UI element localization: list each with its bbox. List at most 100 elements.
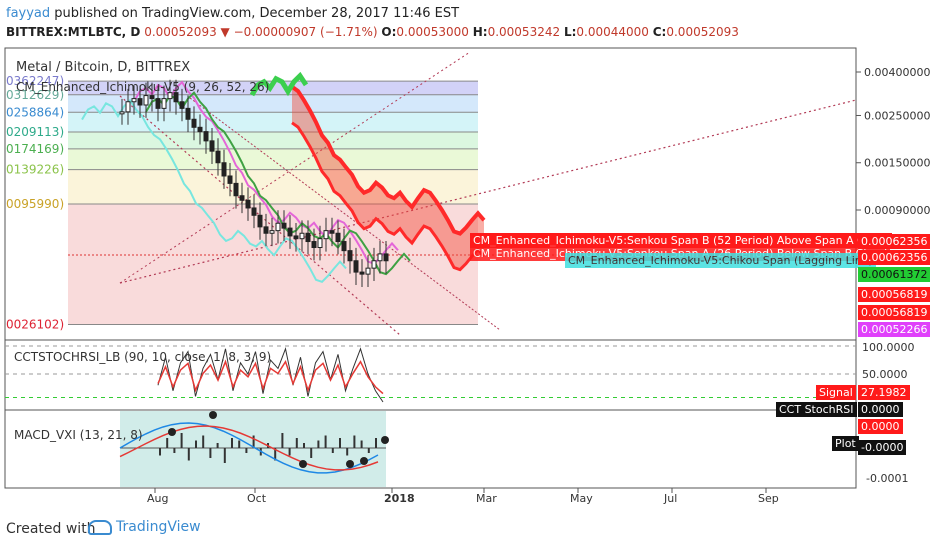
candle-body [215, 150, 221, 164]
candle-body [371, 260, 377, 269]
down-arrow-icon: ▼ [220, 25, 230, 39]
candle-body [245, 199, 251, 209]
stoch-signal-line [157, 359, 384, 395]
candle-body [173, 92, 179, 103]
low-value: 0.00044000 [576, 25, 649, 39]
candle-body [275, 222, 281, 232]
fib-level-label: 0258864) [6, 105, 64, 119]
time-tick-label: Aug [147, 492, 168, 505]
candle-body [293, 235, 299, 240]
candle-body [155, 98, 161, 109]
price-tag-6: 0.00052266 [858, 322, 931, 337]
candle-body [137, 98, 143, 106]
cloud-logo-icon [88, 519, 112, 535]
fib-level-label: 0362247) [6, 74, 64, 88]
price-tag-5: 0.00056819 [858, 305, 931, 320]
candle-body [119, 111, 125, 115]
price-axis[interactable]: 0.00400000 0.00250000 0.00150000 0.00090000 [856, 66, 930, 217]
ichimoku-cloud-red [292, 86, 484, 270]
close-value: 0.00052093 [666, 25, 739, 39]
author-link[interactable]: fayyad [6, 6, 51, 21]
footer-created: Created with [6, 521, 96, 537]
price-change: −0.00000907 (−1.71%) [233, 25, 378, 39]
candle-body [263, 226, 269, 234]
time-tick-label: Mar [476, 492, 497, 505]
publish-info: published on TradingView.com, December 2… [54, 6, 460, 21]
trend-line-down-2 [189, 97, 501, 331]
time-axis[interactable]: Aug Oct 2018 Mar May Jul Sep [147, 488, 779, 505]
candle-body [191, 118, 197, 128]
chikou-label: CM_Enhanced_Ichimoku-V5:Chikou Span (Lag… [565, 253, 876, 268]
candle-body [143, 95, 149, 106]
candle-body [209, 140, 215, 152]
fib-level-label: 0174169) [6, 142, 64, 156]
open-value: 0.00053000 [396, 25, 469, 39]
candle-body [335, 232, 341, 243]
candle-body [347, 250, 353, 262]
candle-body [203, 131, 209, 142]
ohlc-line: BITTREX:MTLBTC, D 0.00052093 ▼ −0.000009… [6, 25, 739, 39]
candle-body [251, 207, 257, 216]
senkou-span-b [290, 85, 486, 236]
candle-body [323, 230, 329, 240]
green-cloud [249, 71, 309, 97]
trend-line-down [119, 95, 401, 336]
trend-line-up [119, 99, 857, 284]
candle-body [299, 232, 305, 240]
cross-dot [209, 411, 217, 419]
fib-band [68, 112, 478, 133]
fib-level-label: 0095990) [6, 197, 64, 211]
high-label: H: [472, 25, 488, 39]
time-tick-label: May [570, 492, 593, 505]
open-label: O: [381, 25, 397, 39]
fib-band [68, 132, 478, 149]
symbol-label: BITTREX:MTLBTC, D [6, 25, 141, 39]
candle-body [161, 98, 167, 109]
fib-level-label: 0026102) [6, 318, 64, 332]
candle-body [281, 222, 287, 229]
cross-dot [360, 457, 368, 465]
macd-legend[interactable]: MACD_VXI (13, 21, 8) [14, 428, 143, 442]
ichimoku-legend[interactable]: CM_Enhanced_Ichimoku-V5 (9, 26, 52, 26) [16, 80, 270, 94]
footer-brand[interactable]: TradingView [88, 519, 201, 535]
plot-value-tag: -0.0000 [858, 440, 907, 455]
last-price: 0.00052093 [144, 25, 217, 39]
candle-body [269, 230, 275, 234]
time-tick-label: Sep [758, 492, 779, 505]
fib-retracement[interactable]: 0362247)0312629) 0258864) 0209113) 0174169)… [6, 74, 478, 332]
main-legend-title: Metal / Bitcoin, D, BITTREX [16, 60, 191, 75]
macd-value-tag: 0.0000 [858, 419, 903, 434]
price-tick-label: 0.00400000 [864, 66, 930, 79]
macd-signal-line [119, 425, 379, 471]
stochrsi-value-tag: 0.0000 [858, 402, 903, 417]
publish-line: fayyad published on TradingView.com, Dec… [6, 6, 459, 21]
price-tick-label: 0.00090000 [864, 204, 930, 217]
close-label: C: [652, 25, 667, 39]
fib-level-label: 0312629) [6, 88, 64, 102]
macd-plot [119, 411, 389, 487]
candle-body [227, 175, 233, 184]
candle-body [359, 271, 365, 275]
candle-body [185, 107, 191, 120]
candle-body [365, 267, 371, 275]
price-tag-1: 0.00062356 [858, 234, 931, 249]
candle-body [221, 162, 227, 177]
candle-body [287, 227, 293, 237]
senkou-span-a [291, 121, 486, 272]
candle-body [311, 241, 317, 249]
candle-body [317, 238, 323, 249]
candle-body [377, 253, 383, 262]
candle-body [149, 95, 155, 100]
price-tick-label: 0.00250000 [864, 109, 930, 122]
time-tick-label: Oct [247, 492, 267, 505]
senkou-b-label: CM_Enhanced_Ichimoku-V5:Senkou Span B (5… [470, 233, 892, 248]
stoch-legend[interactable]: CCTSTOCHRSI_LB (90, 10, close, 1, 8, 3, … [14, 350, 272, 364]
candle-body [239, 195, 245, 201]
cross-dot [346, 460, 354, 468]
signal-value-tag: 27.1982 [858, 385, 910, 400]
stochrsi-name-tag: CCT StochRSI [776, 402, 857, 417]
candle-body [329, 230, 335, 234]
cross-dot [299, 460, 307, 468]
